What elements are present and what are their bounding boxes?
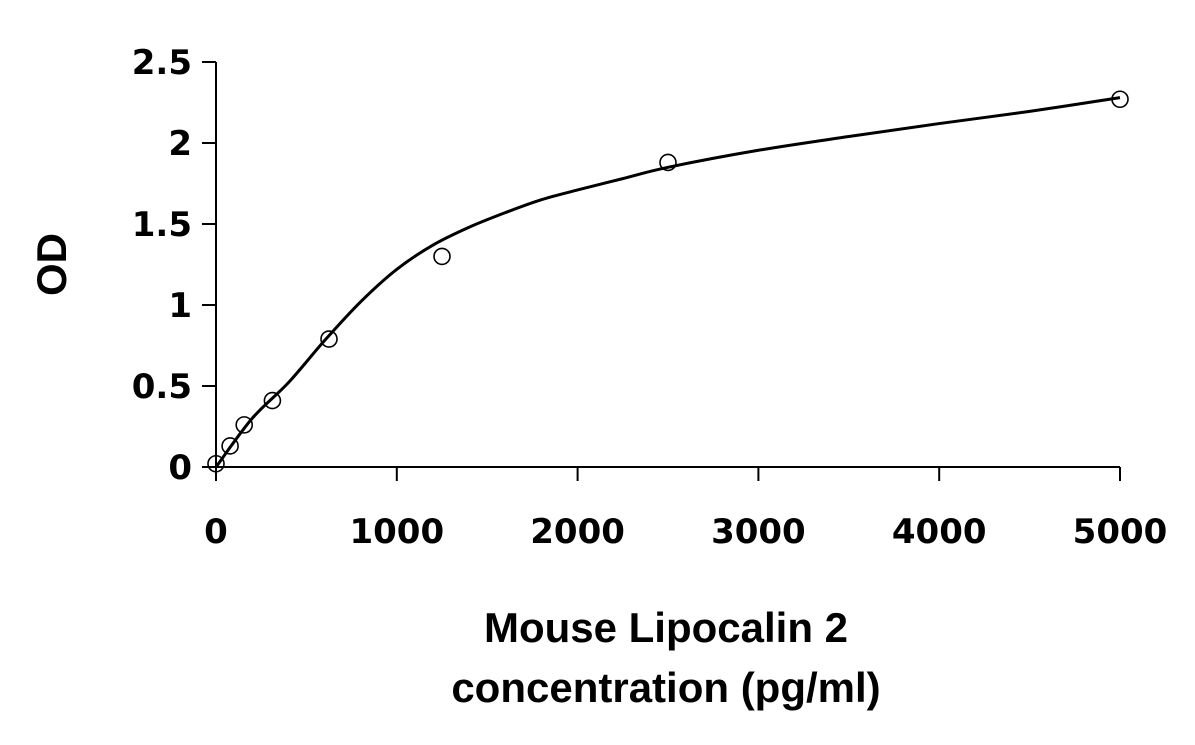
data-point-marker [221,437,239,455]
y-tick-label: 1.5 [132,205,192,245]
x-tick-label: 5000 [1073,512,1168,552]
x-axis-title-line-1: Mouse Lipocalin 2 [484,604,848,651]
data-point-marker [659,153,677,172]
x-tick-label: 1000 [349,512,444,552]
axes [215,62,1120,468]
x-tick-label: 2000 [530,512,625,552]
y-tick-label: 1 [168,286,192,326]
y-tick-label: 0.5 [132,367,192,407]
x-axis-title-line-2: concentration (pg/ml) [451,664,880,711]
y-ticks: 0 0.5 1 1.5 2 2.5 [132,43,216,488]
data-points [207,90,1129,473]
y-tick-label: 0 [168,448,192,488]
x-tick-label: 0 [204,512,228,552]
x-tick-label: 4000 [892,512,987,552]
data-point-marker [1111,90,1129,109]
y-tick-label: 2 [168,124,192,164]
data-point-marker [207,454,225,473]
data-point-marker [263,391,282,410]
data-point-marker [320,330,338,348]
fit-curve [214,96,1121,468]
data-point-marker [433,247,451,266]
fit-curve-line [214,96,1121,468]
data-point-marker [235,416,254,434]
y-tick-label: 2.5 [132,43,192,83]
y-axis-title: OD [28,233,75,296]
x-ticks: 0 1000 2000 3000 4000 5000 [204,467,1167,552]
x-tick-label: 3000 [711,512,806,552]
